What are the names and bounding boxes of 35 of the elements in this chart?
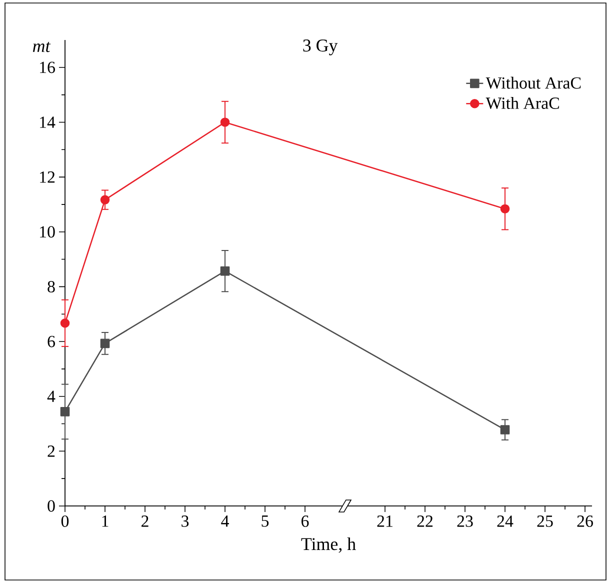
y-tick-label: 4 [47, 390, 56, 402]
y-tick-label: 12 [40, 171, 55, 183]
y-tick-label: 14 [40, 116, 56, 128]
x-tick-label: 6 [302, 516, 309, 527]
y-tick-label: 6 [48, 336, 55, 348]
point [100, 195, 110, 204]
y-tick-label: 0 [48, 500, 55, 512]
point [220, 266, 230, 276]
x-tick-label: 22 [417, 516, 433, 527]
x-tick-label: 5 [262, 516, 269, 527]
x-tick-label: 25 [537, 516, 553, 527]
y-tick-label: 10 [40, 226, 55, 238]
x-tick-label: 23 [457, 516, 473, 527]
point [500, 204, 510, 214]
point [100, 338, 110, 348]
y-tick-label: 8 [48, 280, 55, 292]
x-tick-label: 4 [221, 516, 229, 527]
x-tick-label: 3 [182, 516, 189, 527]
y-tick-label: 16 [40, 62, 55, 74]
x-tick-label: 0 [61, 516, 69, 527]
legend-label: With AraC [486, 97, 559, 110]
point [500, 425, 510, 434]
x-tick-label: 21 [377, 516, 392, 527]
x-axis-title: Time, h [301, 537, 356, 553]
y-tick-label: 2 [48, 446, 55, 457]
x-tick-label: 26 [577, 516, 593, 527]
x-tick-label: 24 [497, 516, 514, 527]
x-tick-label: 2 [142, 516, 148, 527]
point [60, 407, 70, 416]
x-tick-label: 1 [102, 516, 108, 527]
chart-title: 3 Gy [303, 40, 338, 56]
point [60, 318, 70, 328]
y-axis-title: mt [32, 42, 51, 52]
point [220, 118, 230, 127]
legend-label: Without AraC [486, 76, 581, 89]
